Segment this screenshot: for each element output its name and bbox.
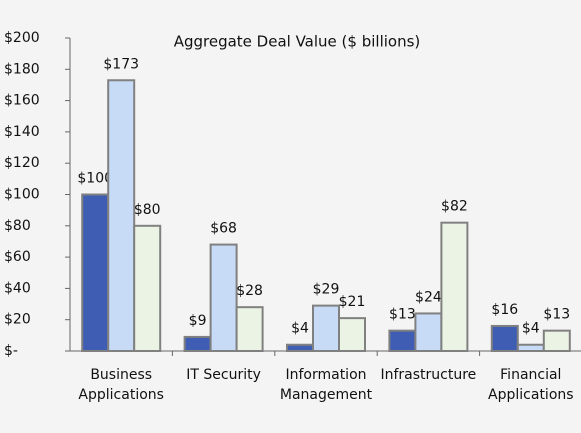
value-label: $68: [210, 221, 237, 237]
x-tick-label: Infrastructure: [380, 367, 476, 383]
y-tick-label: $200: [4, 30, 40, 46]
bar: [235, 306, 264, 352]
y-tick-label: $80: [4, 218, 31, 234]
x-tick-label-line: Business: [90, 367, 152, 383]
y-tick-label: $60: [4, 249, 31, 265]
y-tick-label: $180: [4, 61, 40, 77]
x-tick-label: Financial Applications: [488, 367, 574, 403]
y-tick-label: $160: [4, 93, 40, 109]
bar: [414, 312, 443, 353]
value-label: $173: [103, 56, 139, 72]
bar: [312, 304, 340, 352]
bar: [107, 79, 136, 352]
x-tick-label: Business Applications: [78, 367, 164, 403]
value-label: $100: [77, 171, 113, 187]
value-label: $24: [415, 289, 442, 305]
value-label: $21: [339, 294, 366, 310]
value-label: $16: [491, 302, 518, 318]
bar: [516, 343, 545, 352]
bar: [542, 329, 571, 352]
bar: [440, 221, 469, 352]
y-tick-label: $-: [4, 343, 18, 359]
value-label: $4: [291, 321, 309, 337]
bar: [81, 193, 110, 352]
x-tick-label-line: Financial: [500, 367, 561, 383]
value-label: $80: [134, 202, 161, 218]
bar: [490, 324, 519, 352]
value-label: $13: [543, 307, 570, 323]
value-label: $9: [189, 313, 207, 329]
bar: [338, 317, 366, 353]
x-tick-label-line: Applications: [488, 387, 574, 403]
bar: [133, 224, 162, 352]
y-tick-label: $100: [4, 187, 40, 203]
value-label: $29: [313, 282, 340, 298]
value-label: $82: [441, 199, 468, 215]
y-tick-label: $120: [4, 155, 40, 171]
y-tick-label: $40: [4, 280, 31, 296]
value-label: $28: [236, 283, 263, 299]
x-tick-label: Information Management: [280, 367, 373, 403]
x-tick-label-line: Management: [280, 387, 373, 403]
value-label: $13: [389, 307, 416, 323]
bar: [286, 343, 314, 352]
x-tick-label-line: Applications: [78, 387, 164, 403]
x-tick-label-line: IT Security: [186, 367, 261, 383]
chart-title: Aggregate Deal Value ($ billions): [174, 33, 421, 51]
x-tick-label: IT Security: [186, 367, 261, 383]
x-tick-label-line: Infrastructure: [380, 367, 476, 383]
y-tick-label: $140: [4, 124, 40, 140]
y-tick-label: $20: [4, 312, 31, 328]
bar: [209, 243, 238, 352]
bar: [183, 335, 212, 353]
x-tick-label-line: Information: [285, 367, 366, 383]
bar: [388, 329, 417, 352]
value-label: $4: [522, 321, 540, 337]
